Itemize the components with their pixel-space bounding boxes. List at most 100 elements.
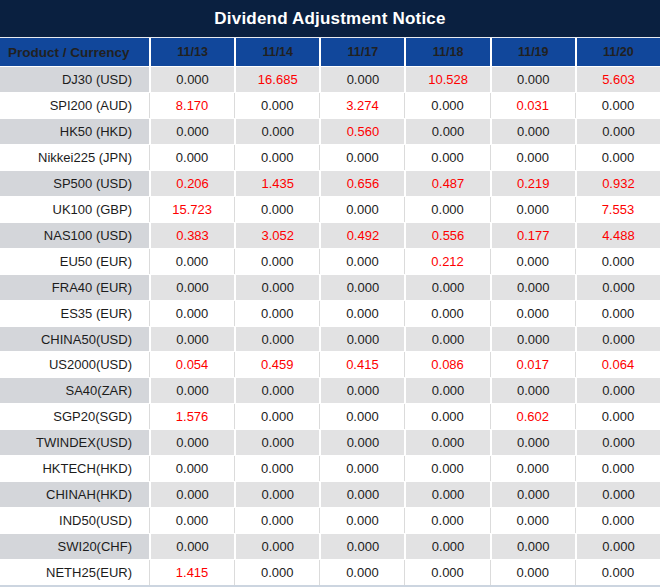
column-header-product: Product / Currency [0,38,149,66]
value-cell: 0.000 [404,327,489,352]
value-cell: 0.000 [490,456,575,481]
column-header-date: 11/20 [575,38,660,66]
value-cell: 0.000 [404,456,489,481]
value-cell: 0.000 [234,93,319,118]
value-cell: 0.000 [149,145,234,170]
value-cell: 3.274 [319,93,404,118]
value-cell: 0.000 [234,456,319,481]
table-row: FRA40 (EUR)0.0000.0000.0000.0000.0000.00… [0,274,660,301]
table-row: SPI200 (AUD)8.1700.0003.2740.0000.0310.0… [0,93,660,118]
table-row: Nikkei225 (JPN)0.0000.0000.0000.0000.000… [0,145,660,170]
value-cell: 5.603 [575,67,660,92]
product-cell: NAS100 (USD) [0,223,149,248]
value-cell: 0.000 [319,275,404,300]
value-cell: 0.000 [404,301,489,326]
product-cell: SWI20(CHF) [0,534,149,559]
value-cell: 3.052 [234,223,319,248]
value-cell: 0.000 [575,560,660,585]
value-cell: 0.000 [319,197,404,222]
value-cell: 0.000 [404,119,489,144]
value-cell: 0.556 [404,223,489,248]
value-cell: 0.000 [234,249,319,274]
table-row: DJ30 (USD)0.00016.6850.00010.5280.0005.6… [0,66,660,93]
value-cell: 0.000 [149,534,234,559]
value-cell: 0.000 [234,197,319,222]
value-cell: 0.000 [575,119,660,144]
value-cell: 0.000 [490,301,575,326]
value-cell: 0.932 [575,171,660,196]
value-cell: 0.000 [404,378,489,403]
column-header-date: 11/17 [319,38,404,66]
table-row: SA40(ZAR)0.0000.0000.0000.0000.0000.000 [0,377,660,404]
value-cell: 0.000 [319,534,404,559]
value-cell: 0.000 [404,508,489,533]
table-row: NETH25(EUR)1.4150.0000.0000.0000.0000.00… [0,560,660,585]
value-cell: 1.415 [149,560,234,585]
value-cell: 0.383 [149,223,234,248]
value-cell: 8.170 [149,93,234,118]
value-cell: 0.000 [234,560,319,585]
table-row: SGP20(SGD)1.5760.0000.0000.0000.6020.000 [0,404,660,429]
product-cell: CHINAH(HKD) [0,482,149,507]
table-row: SP500 (USD)0.2061.4350.6560.4870.2190.93… [0,170,660,197]
page-title: Dividend Adjustment Notice [0,0,660,38]
column-header-date: 11/13 [149,38,234,66]
value-cell: 0.000 [575,534,660,559]
value-cell: 1.576 [149,404,234,429]
value-cell: 0.000 [575,301,660,326]
dividend-adjustment-notice: Dividend Adjustment Notice Product / Cur… [0,0,660,587]
value-cell: 0.000 [404,197,489,222]
value-cell: 0.000 [404,560,489,585]
value-cell: 0.000 [575,93,660,118]
value-cell: 0.000 [234,327,319,352]
value-cell: 0.000 [149,67,234,92]
value-cell: 0.219 [490,171,575,196]
value-cell: 0.000 [404,482,489,507]
value-cell: 0.487 [404,171,489,196]
value-cell: 0.000 [149,249,234,274]
value-cell: 0.000 [234,482,319,507]
value-cell: 0.000 [490,119,575,144]
value-cell: 1.435 [234,171,319,196]
value-cell: 0.000 [490,249,575,274]
value-cell: 0.000 [490,508,575,533]
value-cell: 0.000 [404,93,489,118]
value-cell: 0.000 [490,67,575,92]
value-cell: 0.017 [490,352,575,377]
value-cell: 0.064 [575,352,660,377]
value-cell: 0.000 [319,482,404,507]
value-cell: 0.000 [319,508,404,533]
value-cell: 0.000 [234,378,319,403]
product-cell: SP500 (USD) [0,171,149,196]
value-cell: 0.000 [319,301,404,326]
value-cell: 0.000 [404,430,489,455]
value-cell: 0.000 [575,508,660,533]
value-cell: 0.000 [490,275,575,300]
table-row: UK100 (GBP)15.7230.0000.0000.0000.0007.5… [0,197,660,222]
value-cell: 0.000 [404,404,489,429]
product-cell: NETH25(EUR) [0,560,149,585]
value-cell: 0.177 [490,223,575,248]
value-cell: 0.000 [575,249,660,274]
value-cell: 0.000 [575,327,660,352]
value-cell: 0.212 [404,249,489,274]
value-cell: 0.000 [234,275,319,300]
value-cell: 0.000 [234,119,319,144]
table-row: CHINAH(HKD)0.0000.0000.0000.0000.0000.00… [0,481,660,508]
value-cell: 0.000 [319,67,404,92]
value-cell: 0.000 [575,456,660,481]
table-row: SWI20(CHF)0.0000.0000.0000.0000.0000.000 [0,533,660,560]
table-row: US2000(USD)0.0540.4590.4150.0860.0170.06… [0,352,660,377]
value-cell: 0.000 [319,404,404,429]
value-cell: 0.459 [234,352,319,377]
value-cell: 0.000 [234,404,319,429]
product-cell: HKTECH(HKD) [0,456,149,481]
value-cell: 15.723 [149,197,234,222]
value-cell: 0.000 [149,508,234,533]
value-cell: 0.000 [490,145,575,170]
product-cell: SPI200 (AUD) [0,93,149,118]
value-cell: 0.000 [149,378,234,403]
value-cell: 0.000 [149,456,234,481]
product-cell: UK100 (GBP) [0,197,149,222]
value-cell: 0.000 [490,378,575,403]
